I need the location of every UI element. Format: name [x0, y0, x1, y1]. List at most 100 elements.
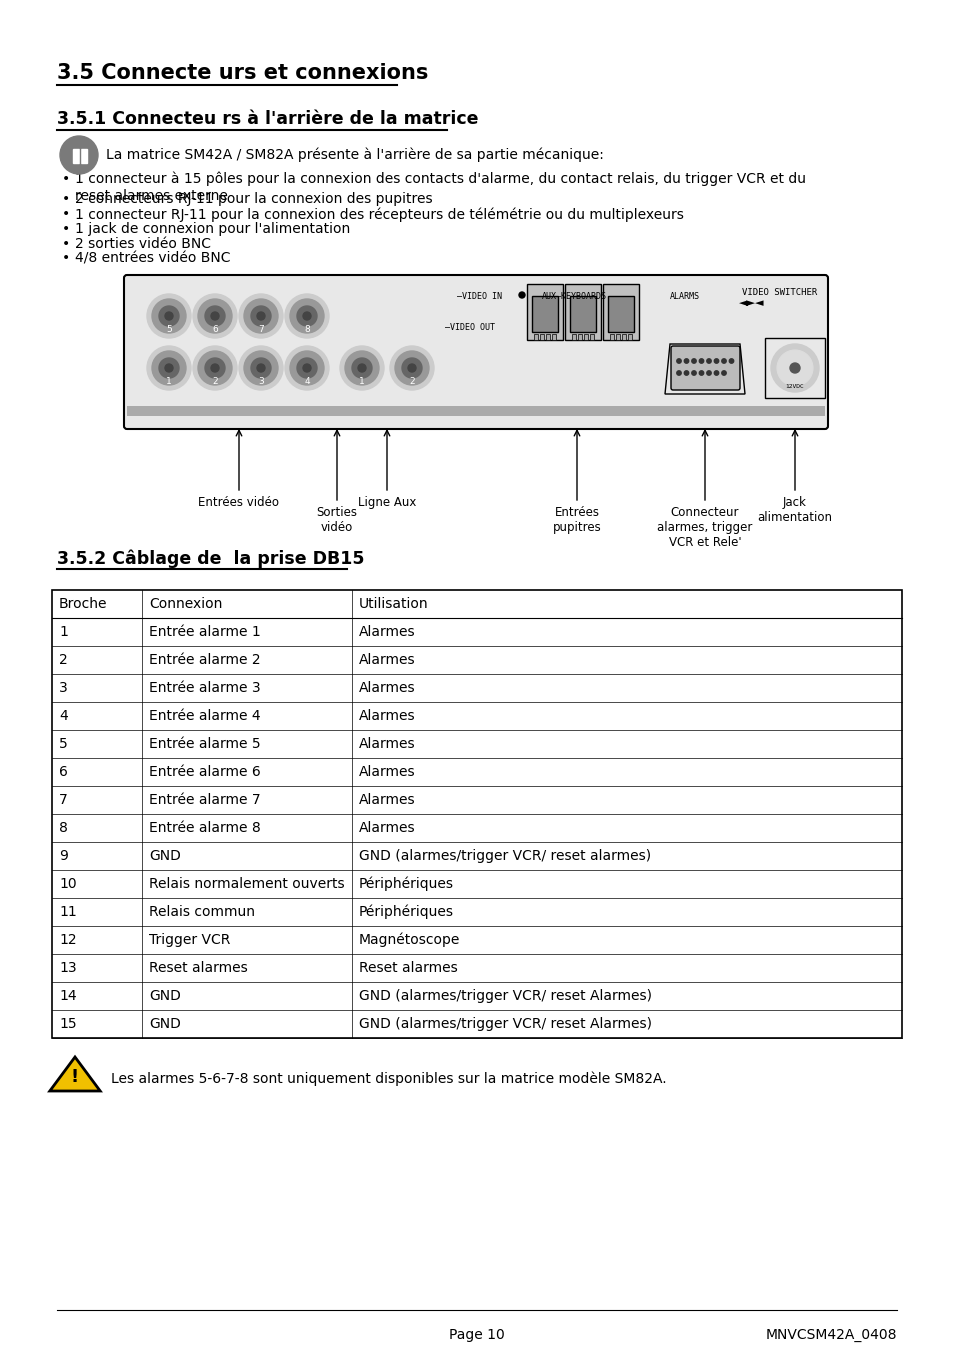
- Text: 9: 9: [59, 848, 68, 863]
- Text: ◄►◄: ◄►◄: [739, 299, 764, 308]
- Circle shape: [244, 351, 277, 385]
- Bar: [583, 334, 587, 340]
- Bar: [764, 338, 824, 399]
- Text: 12VDC: 12VDC: [785, 384, 803, 389]
- Circle shape: [193, 295, 236, 338]
- Text: 2 sorties vidéo BNC: 2 sorties vidéo BNC: [75, 236, 211, 251]
- Text: 10: 10: [59, 877, 76, 892]
- Text: Entrée alarme 1: Entrée alarme 1: [149, 626, 260, 639]
- Text: 5: 5: [59, 738, 68, 751]
- Text: Périphériques: Périphériques: [358, 877, 454, 892]
- Circle shape: [285, 346, 329, 390]
- Circle shape: [728, 359, 733, 363]
- Text: Reset alarmes: Reset alarmes: [358, 961, 457, 975]
- Circle shape: [256, 312, 265, 320]
- Text: 13: 13: [59, 961, 76, 975]
- Bar: [73, 149, 79, 163]
- Text: Entrée alarme 5: Entrée alarme 5: [149, 738, 260, 751]
- Text: Connecteur
alarmes, trigger
VCR et Rele': Connecteur alarmes, trigger VCR et Rele': [657, 507, 752, 549]
- Circle shape: [721, 359, 725, 363]
- Text: 1: 1: [166, 377, 172, 386]
- Circle shape: [239, 295, 283, 338]
- Bar: [532, 296, 558, 332]
- Circle shape: [239, 346, 283, 390]
- Text: 3.5.1 Connecteu rs à l'arrière de la matrice: 3.5.1 Connecteu rs à l'arrière de la mat…: [57, 109, 478, 128]
- Text: Entrées vidéo: Entrées vidéo: [198, 496, 279, 509]
- Polygon shape: [50, 1056, 100, 1092]
- Circle shape: [706, 370, 710, 376]
- Bar: [627, 334, 631, 340]
- Circle shape: [676, 359, 680, 363]
- Bar: [526, 284, 562, 340]
- Text: •: •: [62, 222, 71, 236]
- Text: Périphériques: Périphériques: [358, 905, 454, 919]
- Text: •: •: [62, 236, 71, 251]
- Text: 3: 3: [258, 377, 264, 386]
- Text: Alarmes: Alarmes: [358, 653, 416, 667]
- Bar: [609, 334, 614, 340]
- Circle shape: [721, 370, 725, 376]
- Text: Page 10: Page 10: [449, 1328, 504, 1342]
- Circle shape: [290, 351, 324, 385]
- Circle shape: [256, 363, 265, 372]
- Circle shape: [339, 346, 384, 390]
- Circle shape: [211, 363, 219, 372]
- Circle shape: [714, 359, 718, 363]
- Text: Jack
alimentation: Jack alimentation: [757, 496, 832, 524]
- Text: Alarmes: Alarmes: [358, 681, 416, 694]
- Text: 4: 4: [304, 377, 310, 386]
- Text: 15: 15: [59, 1017, 76, 1031]
- Circle shape: [205, 305, 225, 326]
- Text: Entrée alarme 7: Entrée alarme 7: [149, 793, 260, 807]
- Text: GND (alarmes/trigger VCR/ reset Alarmes): GND (alarmes/trigger VCR/ reset Alarmes): [358, 1017, 651, 1031]
- Circle shape: [395, 351, 429, 385]
- Circle shape: [60, 136, 98, 174]
- Text: —VIDEO IN: —VIDEO IN: [456, 292, 501, 301]
- Text: 1 connecteur à 15 pôles pour la connexion des contacts d'alarme, du contact rela: 1 connecteur à 15 pôles pour la connexio…: [75, 172, 805, 203]
- Circle shape: [390, 346, 434, 390]
- Circle shape: [699, 370, 703, 376]
- Text: Ligne Aux: Ligne Aux: [357, 496, 416, 509]
- Bar: [569, 296, 596, 332]
- Bar: [616, 334, 619, 340]
- Text: 2: 2: [409, 377, 415, 386]
- FancyBboxPatch shape: [670, 346, 740, 390]
- Text: Entrées
pupitres: Entrées pupitres: [552, 507, 600, 534]
- Circle shape: [152, 299, 186, 332]
- Circle shape: [408, 363, 416, 372]
- Circle shape: [165, 363, 172, 372]
- Text: 14: 14: [59, 989, 76, 1002]
- Circle shape: [776, 350, 812, 386]
- Bar: [564, 284, 600, 340]
- Text: —VIDEO OUT: —VIDEO OUT: [444, 323, 495, 332]
- Circle shape: [251, 358, 271, 378]
- Text: 12: 12: [59, 934, 76, 947]
- Circle shape: [147, 346, 191, 390]
- Circle shape: [147, 295, 191, 338]
- Text: 7: 7: [258, 326, 264, 335]
- Text: Magnétoscope: Magnétoscope: [358, 932, 460, 947]
- Text: Relais normalement ouverts: Relais normalement ouverts: [149, 877, 344, 892]
- Bar: [545, 334, 550, 340]
- Bar: [602, 284, 639, 340]
- Text: 2 connecteurs RJ-11 pour la connexion des pupitres: 2 connecteurs RJ-11 pour la connexion de…: [75, 192, 432, 205]
- Bar: [607, 296, 634, 332]
- Circle shape: [699, 359, 703, 363]
- Text: Entrée alarme 3: Entrée alarme 3: [149, 681, 260, 694]
- Text: 8: 8: [59, 821, 68, 835]
- Circle shape: [518, 292, 524, 299]
- Text: 11: 11: [59, 905, 76, 919]
- Text: •: •: [62, 251, 71, 265]
- Text: GND (alarmes/trigger VCR/ reset alarmes): GND (alarmes/trigger VCR/ reset alarmes): [358, 848, 651, 863]
- Text: Sorties
vidéo: Sorties vidéo: [316, 507, 357, 534]
- Circle shape: [165, 312, 172, 320]
- Text: 3.5 Connecte urs et connexions: 3.5 Connecte urs et connexions: [57, 63, 428, 82]
- Text: 4: 4: [59, 709, 68, 723]
- Text: Entrée alarme 8: Entrée alarme 8: [149, 821, 260, 835]
- Bar: [81, 149, 87, 163]
- Text: Reset alarmes: Reset alarmes: [149, 961, 248, 975]
- Text: Utilisation: Utilisation: [358, 597, 428, 611]
- Text: 6: 6: [59, 765, 68, 780]
- Text: Broche: Broche: [59, 597, 108, 611]
- Bar: [589, 334, 594, 340]
